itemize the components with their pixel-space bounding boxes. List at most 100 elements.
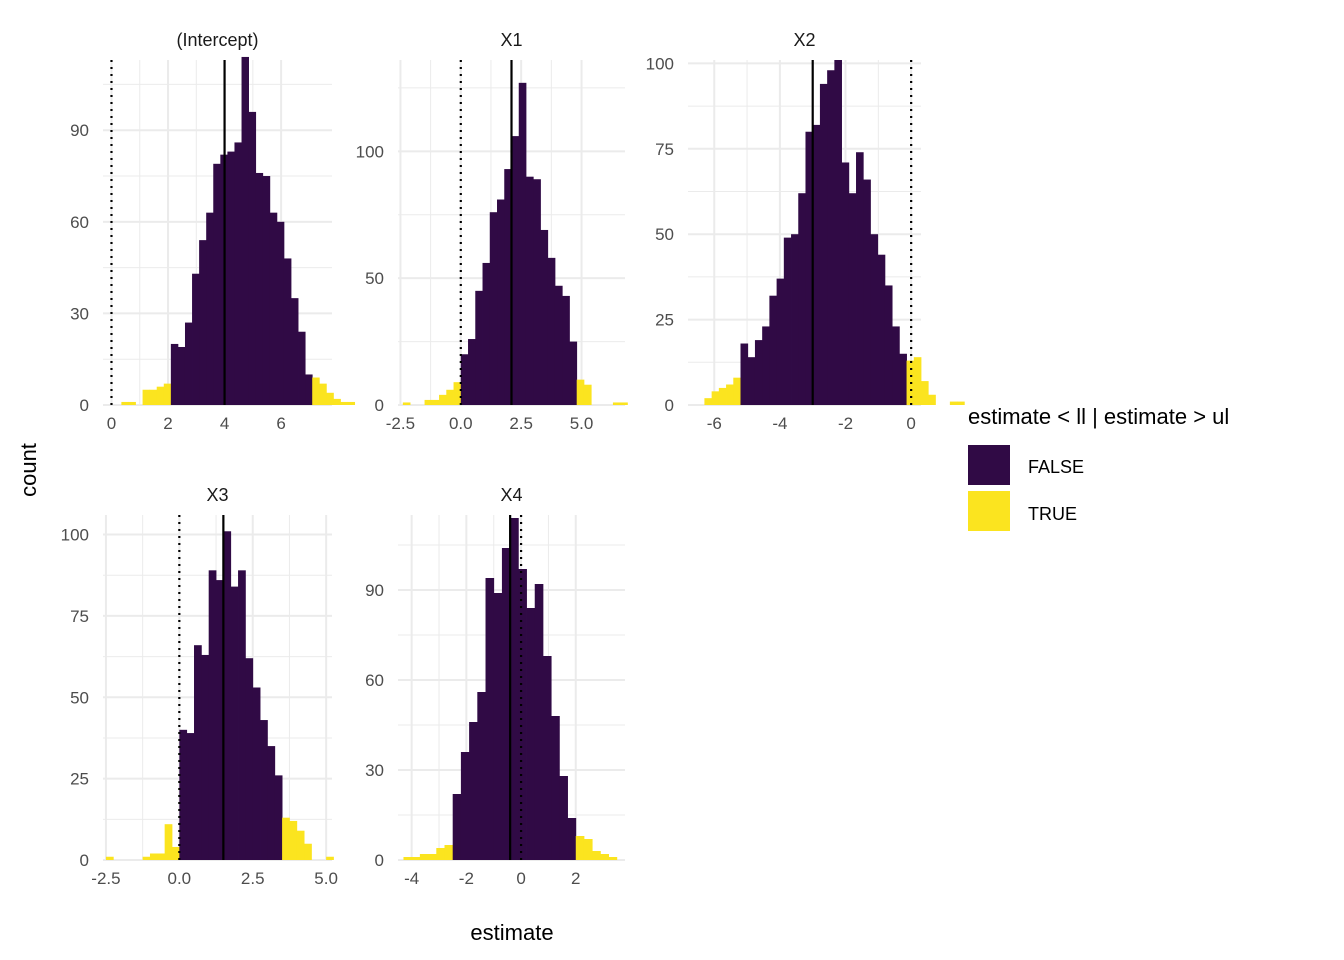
- histogram-bar: [179, 729, 188, 860]
- histogram-bar: [444, 845, 454, 860]
- legend-swatch-true: [968, 491, 1010, 531]
- histogram-bar: [460, 354, 469, 405]
- legend-label-true: TRUE: [1028, 504, 1077, 524]
- histogram-bar: [326, 856, 334, 860]
- histogram-bar: [121, 401, 129, 405]
- histogram-bar: [262, 176, 271, 405]
- histogram-bar: [142, 856, 151, 860]
- histogram-bar: [201, 654, 210, 860]
- histogram-bar: [542, 656, 552, 860]
- y-axis-title: count: [16, 443, 41, 497]
- y-tick-label: 90: [365, 581, 384, 600]
- histogram-bar: [812, 124, 821, 405]
- histogram-bar: [482, 262, 491, 405]
- histogram-bar: [551, 716, 560, 860]
- histogram-bar: [296, 830, 305, 860]
- y-tick-label: 50: [365, 269, 384, 288]
- histogram-bar: [469, 722, 478, 860]
- histogram-bar: [347, 401, 356, 405]
- histogram-bar: [475, 290, 483, 405]
- histogram-bar: [511, 136, 520, 405]
- y-tick-label: 25: [70, 770, 89, 789]
- histogram-bar: [177, 346, 186, 405]
- x-tick-label: 0: [107, 414, 116, 433]
- histogram-bar: [805, 131, 814, 405]
- y-tick-label: 60: [365, 671, 384, 690]
- x-tick-label: 5.0: [314, 869, 338, 888]
- histogram-bar: [569, 341, 578, 405]
- x-tick-label: -2: [838, 414, 853, 433]
- histogram-bar: [282, 817, 290, 860]
- y-tick-label: 0: [80, 851, 89, 870]
- histogram-bar: [711, 391, 720, 405]
- histogram-bar: [431, 399, 440, 405]
- histogram-bar: [493, 593, 503, 860]
- histogram-bar: [248, 111, 257, 406]
- histogram-bar: [241, 56, 249, 406]
- panel-title: X2: [793, 30, 815, 50]
- y-tick-label: 30: [365, 761, 384, 780]
- histogram-bar: [194, 645, 202, 860]
- x-tick-label: -6: [707, 414, 722, 433]
- histogram-bar: [525, 176, 534, 405]
- x-tick-label: 0: [906, 414, 915, 433]
- histogram-bar: [526, 608, 536, 860]
- x-tick-label: -2.5: [386, 414, 415, 433]
- x-tick-label: 6: [276, 414, 285, 433]
- histogram-bar: [298, 331, 306, 405]
- histogram-bar: [403, 857, 413, 860]
- histogram-bar: [921, 381, 929, 405]
- histogram-bar: [489, 212, 498, 405]
- y-tick-label: 75: [655, 140, 674, 159]
- histogram-bar: [592, 851, 601, 860]
- histogram-bar: [834, 60, 842, 405]
- y-tick-label: 30: [70, 304, 89, 323]
- histogram-bar: [841, 162, 850, 405]
- histogram-bar: [468, 339, 476, 405]
- histogram-bar: [446, 389, 454, 405]
- histogram-bar: [199, 240, 207, 405]
- histogram-bar: [227, 151, 235, 405]
- histogram-bar: [291, 298, 299, 405]
- panel-4: -2.5 0.0 2.5 5.0 0 25 50 75 100 X3: [61, 485, 338, 888]
- histogram-bar: [157, 853, 166, 860]
- histogram-bar: [319, 383, 327, 405]
- histogram-bar: [559, 776, 568, 860]
- histogram-bar: [260, 720, 268, 860]
- y-tick-label: 25: [655, 311, 674, 330]
- histogram-bar: [163, 383, 172, 405]
- histogram-bar: [245, 658, 254, 860]
- histogram-bar: [534, 584, 544, 860]
- histogram-bar: [477, 692, 486, 860]
- y-tick-label: 100: [61, 526, 89, 545]
- histogram-bar: [547, 257, 556, 405]
- histogram-bar: [230, 586, 239, 860]
- histogram-bar: [283, 258, 292, 405]
- histogram-bar: [576, 379, 585, 405]
- histogram-bar: [304, 843, 312, 860]
- histogram-bar: [269, 212, 278, 405]
- panel-5: -4 -2 0 2 0 30 60 90 X4: [365, 485, 625, 888]
- legend-title: estimate < ll | estimate > ul: [968, 404, 1229, 429]
- histogram-bar: [540, 229, 549, 405]
- histogram-bar: [884, 285, 893, 405]
- histogram-bar: [223, 531, 232, 860]
- histogram-bar: [863, 179, 871, 405]
- histogram-bar: [497, 199, 505, 405]
- histogram-bar: [600, 854, 609, 860]
- histogram-bar: [562, 295, 570, 405]
- histogram-bar: [142, 389, 151, 405]
- histogram-bar: [726, 384, 734, 405]
- histogram-bar: [870, 234, 879, 405]
- histogram-bar: [128, 401, 136, 405]
- histogram-bar: [312, 377, 320, 405]
- x-tick-label: 2: [163, 414, 172, 433]
- histogram-bar: [452, 794, 462, 860]
- histogram-bar: [819, 83, 828, 405]
- x-tick-label: 4: [220, 414, 229, 433]
- panel-2: -2.5 0.0 2.5 5.0 0 50 100 X1: [356, 30, 628, 433]
- histogram-bar: [326, 392, 334, 405]
- histogram-bar: [928, 394, 936, 405]
